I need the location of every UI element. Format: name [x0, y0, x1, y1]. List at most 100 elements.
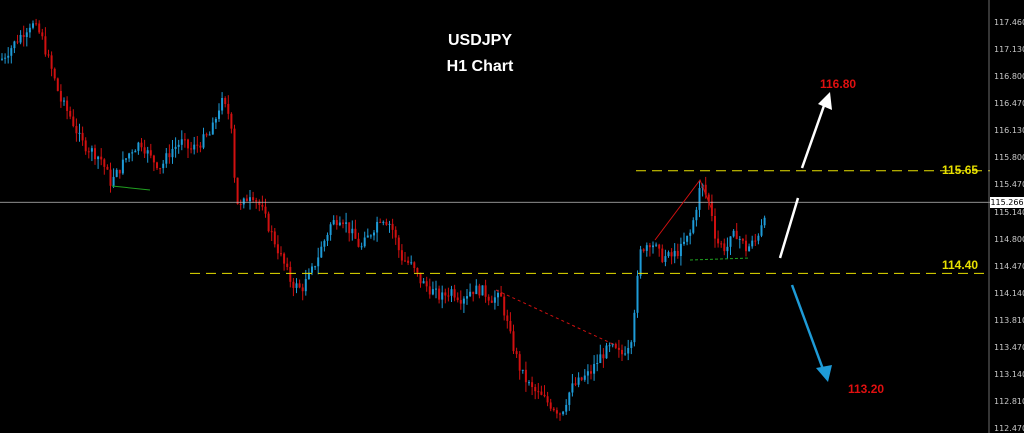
candle-body — [255, 200, 258, 202]
candle-body — [630, 342, 633, 348]
candle-body — [717, 238, 720, 244]
support-label: 114.40 — [942, 258, 979, 272]
candle-body — [686, 235, 689, 242]
candle-body — [388, 223, 391, 225]
candle-body — [450, 289, 453, 296]
trend-line-down — [495, 289, 616, 346]
candle-body — [667, 252, 670, 257]
candle-body — [38, 23, 41, 33]
candle-body — [518, 354, 521, 371]
candle-body — [636, 275, 639, 313]
candle-body — [642, 249, 645, 251]
y-tick: 112.470 — [994, 424, 1024, 433]
candle-body — [438, 288, 441, 300]
candle-body — [326, 234, 329, 241]
candle-body — [617, 347, 620, 350]
down-arrow-head — [816, 365, 832, 382]
candle-body — [115, 169, 118, 177]
candle-body — [329, 224, 332, 235]
candle-body — [512, 331, 515, 352]
candle-body — [484, 285, 487, 297]
candle-body — [196, 144, 199, 146]
candle-body — [444, 292, 447, 296]
chart-title: USDJPY — [447, 32, 513, 49]
candle-body — [376, 221, 379, 233]
candle-body — [537, 391, 540, 393]
candle-body — [345, 222, 348, 224]
candle-body — [652, 245, 654, 248]
candle-body — [357, 238, 360, 247]
candle-body — [298, 283, 301, 288]
candle-body — [28, 27, 31, 33]
up-arrow — [778, 197, 800, 259]
candle-body — [453, 289, 456, 298]
candle-body — [342, 222, 344, 224]
candle-body — [515, 351, 518, 355]
candle-body — [562, 411, 565, 415]
candle-body — [692, 220, 695, 233]
candle-body — [428, 286, 431, 295]
candle-body — [490, 300, 493, 303]
candle-body — [704, 184, 707, 195]
candle-body — [714, 215, 716, 239]
resistance-label: 115.65 — [942, 163, 979, 177]
candle-body — [146, 150, 149, 154]
candle-body — [391, 223, 394, 230]
candle-body — [112, 176, 115, 186]
y-tick: 112.810 — [994, 397, 1024, 406]
candle-body — [249, 197, 251, 202]
candle-body — [441, 292, 444, 300]
candle-body — [543, 394, 546, 397]
candle-body — [19, 34, 22, 43]
candle-body — [373, 232, 375, 236]
candle-body — [214, 118, 217, 123]
candle-body — [202, 134, 205, 148]
candle-body — [174, 146, 177, 149]
candle-body — [580, 377, 583, 380]
candle-body — [425, 281, 428, 287]
candle-body — [137, 142, 140, 151]
candle-body — [683, 241, 685, 244]
candle-body — [478, 285, 481, 296]
candle-body — [270, 231, 273, 233]
candle-body — [50, 55, 53, 69]
candle-body — [41, 32, 44, 37]
candle-body — [369, 235, 372, 237]
candle-body — [404, 260, 406, 262]
candle-body — [664, 256, 667, 262]
candle-body — [738, 238, 741, 240]
candle-body — [720, 243, 723, 245]
candle-body — [211, 122, 214, 135]
y-tick: 116.130 — [994, 126, 1024, 135]
candle-body — [379, 221, 382, 223]
candle-body — [66, 100, 69, 111]
candle-body — [698, 188, 701, 210]
candle-body — [568, 392, 571, 405]
candle-body — [599, 354, 602, 364]
candle-body — [75, 126, 78, 134]
candle-body — [475, 285, 478, 295]
candle-body — [577, 377, 580, 385]
candle-body — [757, 235, 760, 241]
candle-body — [394, 229, 397, 238]
candle-body — [366, 235, 369, 238]
candle-body — [69, 110, 72, 117]
candle-body — [534, 387, 537, 392]
candle-body — [583, 375, 586, 380]
candle-body — [351, 228, 354, 234]
candle-body — [348, 222, 351, 234]
candle-body — [301, 287, 304, 292]
candle-body — [134, 150, 137, 153]
up-arrow-head — [818, 92, 832, 110]
y-tick: 114.470 — [994, 262, 1024, 271]
candle-body — [292, 281, 295, 288]
candle-body — [81, 132, 84, 141]
candle-body — [22, 34, 25, 37]
candle-body — [586, 371, 589, 376]
candle-body — [695, 209, 698, 221]
candle-body — [673, 250, 676, 257]
candle-body — [208, 134, 211, 136]
candle-body — [159, 168, 162, 170]
candle-body — [549, 402, 552, 409]
candle-body — [354, 228, 357, 239]
